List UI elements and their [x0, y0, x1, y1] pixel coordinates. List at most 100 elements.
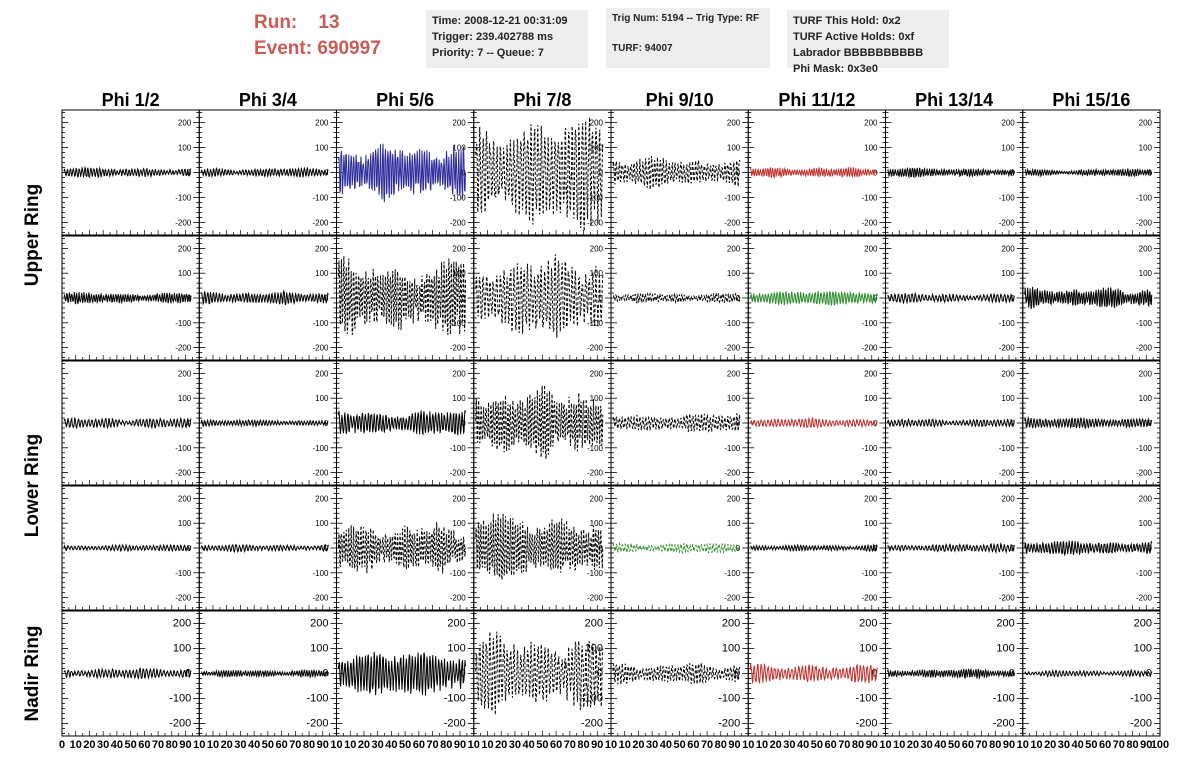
y-tick-label: 0: [187, 419, 192, 428]
y-tick-label: -200: [999, 219, 1016, 228]
x-tick-label: 40: [385, 739, 397, 751]
waveform-trace: [475, 254, 604, 338]
y-tick-label: 200: [1001, 494, 1015, 503]
y-tick-label: -100: [861, 319, 878, 328]
y-tick-label: -100: [312, 194, 329, 203]
waveform-trace: [612, 541, 741, 555]
y-tick-label: -200: [855, 718, 877, 730]
y-tick-label: 100: [727, 144, 741, 153]
waveform-trace: [887, 417, 1015, 429]
trigger-text: Trigger: 239.402788 ms: [432, 31, 554, 43]
y-tick-label: -100: [724, 569, 741, 578]
y-tick-label: -100: [312, 569, 329, 578]
waveform-trace: [887, 541, 1015, 554]
y-tick-label: -100: [312, 444, 329, 453]
panel-r2-c5: -200 -100 0 100 200: [610, 235, 749, 361]
waveform-trace: [1024, 286, 1153, 310]
x-tick-label: 70: [701, 739, 713, 751]
priority-text: Priority: 7 -- Queue: 7: [432, 47, 544, 59]
y-tick-label: 100: [178, 144, 192, 153]
trigger-info-box: Trig Num: 5194 -- Trig Type: RF TURF: 94…: [606, 8, 770, 68]
panel-r3-c4: -200 -100 0 100 200: [473, 360, 612, 486]
trig-num-text: Trig Num: 5194 -- Trig Type: RF: [612, 13, 760, 24]
y-tick-label: 200: [590, 494, 604, 503]
row-label-upper-ring: Upper Ring: [22, 184, 43, 286]
y-tick-label: -200: [312, 594, 329, 603]
y-tick-label: -100: [861, 444, 878, 453]
x-tick-label: 10: [756, 739, 768, 751]
x-tick-label: 20: [632, 739, 644, 751]
x-tick-label: 10: [330, 739, 342, 751]
x-tick-label: 60: [1099, 739, 1111, 751]
y-tick-label: 200: [864, 119, 878, 128]
y-tick-label: -200: [450, 344, 467, 353]
y-tick-label: 0: [599, 544, 604, 553]
x-tick-label: 60: [138, 739, 150, 751]
y-tick-label: -100: [587, 194, 604, 203]
x-tick-label: 90: [866, 739, 878, 751]
x-tick-label: 70: [838, 739, 850, 751]
y-tick-label: 200: [996, 618, 1014, 630]
x-tick-label: 60: [413, 739, 425, 751]
x-tick-label: 90: [728, 739, 740, 751]
y-tick-label: 0: [871, 668, 877, 680]
waveform-trace: [749, 663, 878, 684]
y-tick-label: 100: [178, 519, 192, 528]
x-tick-label: 80: [715, 739, 727, 751]
y-tick-label: 100: [590, 269, 604, 278]
y-tick-label: 0: [324, 544, 329, 553]
y-tick-label: 200: [864, 494, 878, 503]
waveform-trace: [200, 166, 329, 179]
y-tick-label: -100: [175, 319, 192, 328]
x-tick-label: 10: [344, 739, 356, 751]
y-tick-label: -200: [999, 469, 1016, 478]
y-tick-label: -200: [1136, 594, 1153, 603]
y-tick-label: 200: [727, 119, 741, 128]
y-tick-label: -100: [450, 319, 467, 328]
x-tick-label: 40: [1072, 739, 1084, 751]
y-tick-label: 100: [452, 144, 466, 153]
y-tick-label: 0: [1010, 294, 1015, 303]
panel-r5-c6: -200 -100 0 100 200: [747, 610, 886, 737]
y-tick-label: 200: [178, 494, 192, 503]
y-tick-label: -100: [999, 569, 1016, 578]
x-tick-label: 90: [454, 739, 466, 751]
column-title-7: Phi 13/14: [915, 90, 993, 110]
run-label: Run:: [254, 12, 298, 33]
time-text: Time: 2008-12-21 00:31:09: [432, 15, 568, 27]
waveform-trace: [749, 416, 878, 429]
x-tick-label: 10: [893, 739, 905, 751]
y-tick-label: 100: [452, 519, 466, 528]
y-tick-label: -200: [724, 344, 741, 353]
turf-text: TURF: 94007: [612, 43, 673, 54]
y-tick-label: 100: [864, 394, 878, 403]
x-tick-label: 50: [811, 739, 823, 751]
y-tick-label: 0: [873, 169, 878, 178]
y-tick-label: -100: [718, 693, 740, 705]
y-tick-label: 200: [1001, 244, 1015, 253]
y-tick-label: -100: [450, 569, 467, 578]
y-tick-label: 100: [1001, 269, 1015, 278]
y-tick-label: -200: [1136, 219, 1153, 228]
waveform-trace: [1024, 167, 1153, 178]
x-tick-label: 10: [619, 739, 631, 751]
waveform-trace: [887, 667, 1015, 680]
y-tick-label: -200: [450, 594, 467, 603]
panel-r3-c1: -200 -100 0 100 200: [61, 360, 200, 486]
y-tick-label: 100: [1001, 144, 1015, 153]
y-tick-label: 200: [452, 369, 466, 378]
waveform-trace: [475, 117, 604, 232]
waveform-trace: [1024, 415, 1153, 430]
y-tick-label: 100: [859, 643, 877, 655]
event-value: 690997: [317, 38, 381, 59]
waveform-trace: [338, 522, 466, 574]
y-tick-label: 0: [736, 169, 741, 178]
x-tick-label: 70: [1113, 739, 1125, 751]
